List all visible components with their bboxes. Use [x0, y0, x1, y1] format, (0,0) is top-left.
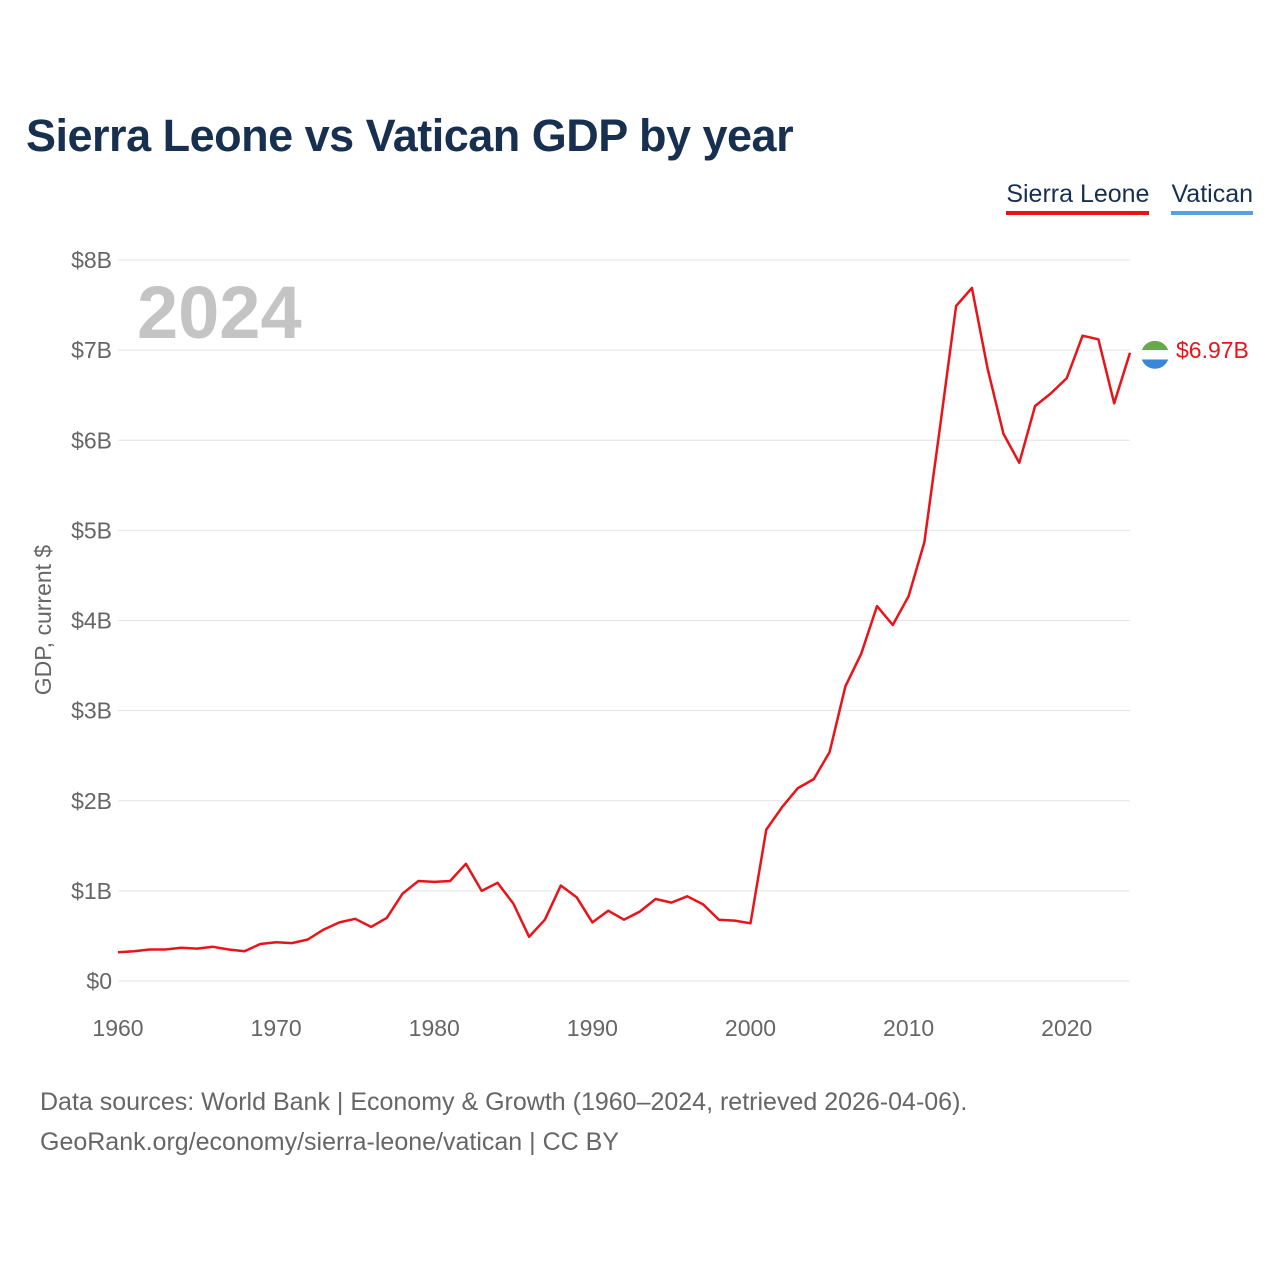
- data-sources-text: Data sources: World Bank | Economy & Gro…: [40, 1088, 968, 1116]
- flag-stripe-white: [1141, 350, 1169, 360]
- y-axis-label: GDP, current $: [30, 545, 56, 696]
- y-tick-label: $2B: [71, 788, 112, 814]
- y-tick-label: $1B: [71, 878, 112, 904]
- y-tick-label: $0: [86, 968, 112, 994]
- legend-item-vatican[interactable]: Vatican: [1171, 180, 1253, 215]
- flag-stripe-green: [1141, 340, 1169, 351]
- series-line-sierra-leone: [117, 286, 1132, 954]
- legend: Sierra Leone Vatican: [1006, 180, 1253, 215]
- end-value-label: $6.97B: [1176, 337, 1249, 363]
- gridlines: [118, 259, 1130, 982]
- y-tick-label: $5B: [71, 517, 112, 543]
- x-tick-label: 2010: [883, 1015, 934, 1041]
- legend-item-sierra-leone[interactable]: Sierra Leone: [1006, 180, 1150, 215]
- y-tick-label: $4B: [71, 608, 112, 634]
- flag-stripe-blue: [1141, 359, 1169, 369]
- chart-title: Sierra Leone vs Vatican GDP by year: [26, 110, 794, 161]
- footer: Data sources: World Bank | Economy & Gro…: [40, 1082, 967, 1162]
- y-tick-label: $3B: [71, 698, 112, 724]
- source-link[interactable]: GeoRank.org/economy/sierra-leone/vatican…: [40, 1128, 619, 1156]
- x-tick-label: 1970: [251, 1015, 302, 1041]
- x-tick-label: 1960: [92, 1015, 143, 1041]
- end-marker: [1141, 340, 1169, 369]
- sierra-leone-flag-icon: [1141, 340, 1169, 369]
- y-tick-label: $7B: [71, 337, 112, 363]
- y-tick-label: $6B: [71, 427, 112, 453]
- y-tick-label: $8B: [71, 247, 112, 273]
- series-group: [117, 286, 1132, 954]
- x-tick-label: 2020: [1041, 1015, 1092, 1041]
- gdp-line-chart: $0$1B$2B$3B$4B$5B$6B$7B$8B 1960 1970 1980 1…: [30, 247, 1249, 1041]
- x-tick-label: 1980: [409, 1015, 460, 1041]
- current-year-watermark: 2024: [137, 271, 302, 354]
- y-axis-ticks: $0 $1B $2B $3B $4B $5B $6B $7B $8B: [71, 247, 112, 994]
- x-tick-label: 2000: [725, 1015, 776, 1041]
- x-axis-ticks: 1960 1970 1980 1990 2000 2010 2020: [92, 1015, 1092, 1041]
- x-tick-label: 1990: [567, 1015, 618, 1041]
